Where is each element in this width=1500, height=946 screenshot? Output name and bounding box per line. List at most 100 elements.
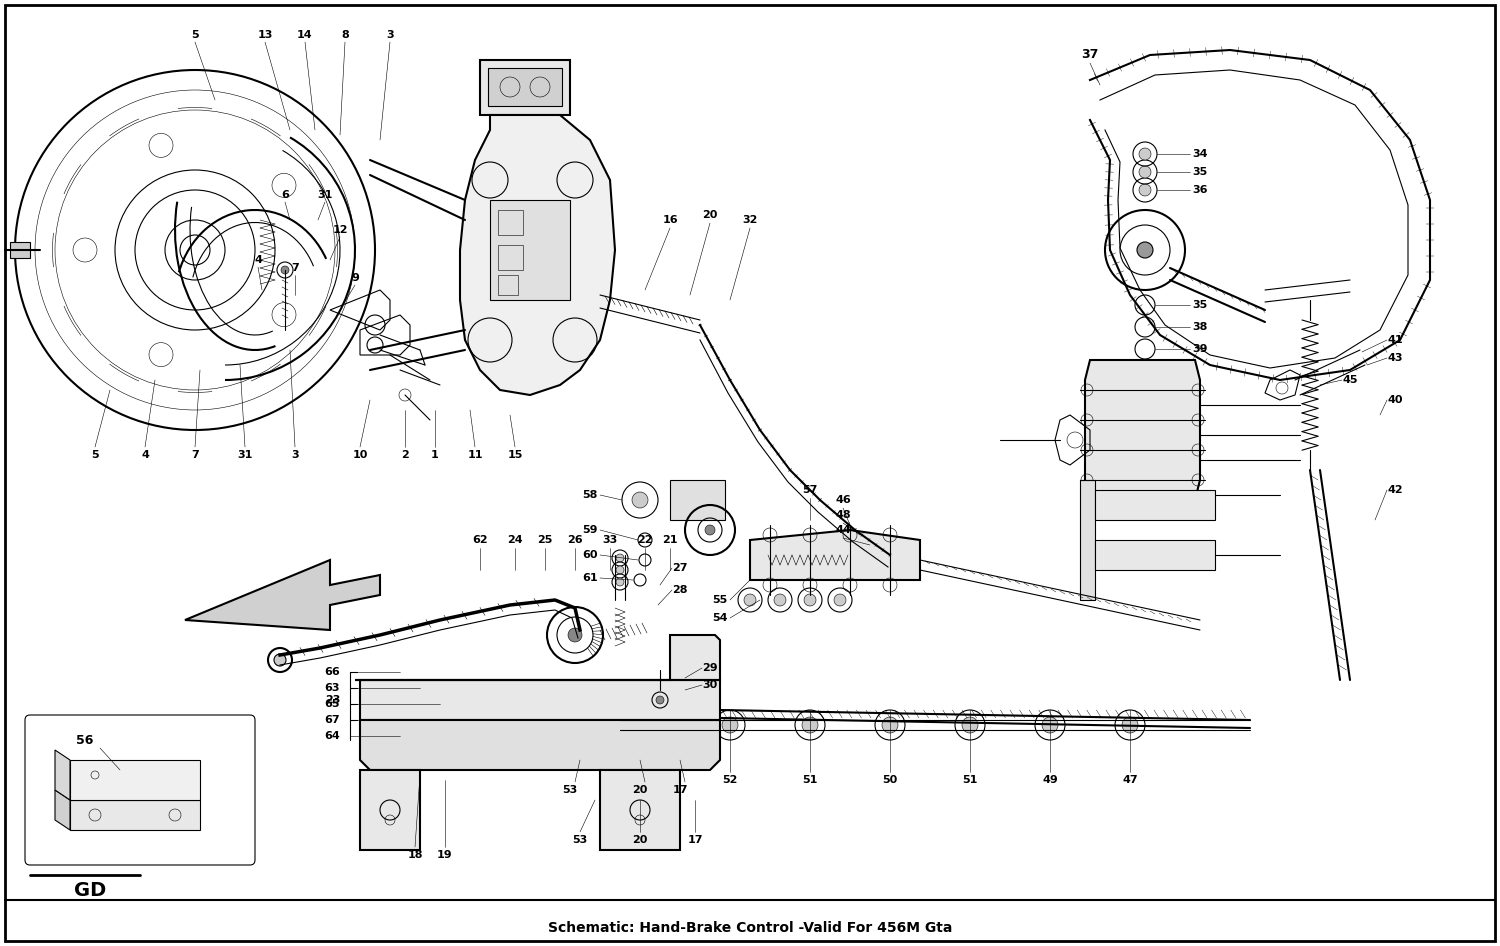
Text: 51: 51 [963, 775, 978, 785]
Text: 30: 30 [702, 680, 717, 690]
Circle shape [616, 554, 624, 562]
Text: 3: 3 [291, 450, 298, 460]
Text: 9: 9 [351, 273, 358, 283]
Text: 62: 62 [472, 535, 488, 545]
Text: 48: 48 [836, 510, 850, 520]
Text: 19: 19 [436, 850, 453, 860]
Text: 5: 5 [92, 450, 99, 460]
Text: 6: 6 [280, 190, 290, 200]
Text: 67: 67 [324, 715, 340, 725]
Text: 17: 17 [687, 835, 702, 845]
Text: 41: 41 [1388, 335, 1402, 345]
Text: 35: 35 [1192, 167, 1208, 177]
Text: 4: 4 [254, 255, 262, 265]
Polygon shape [70, 800, 200, 830]
Text: 24: 24 [507, 535, 524, 545]
Circle shape [774, 594, 786, 606]
Circle shape [632, 492, 648, 508]
Bar [10, 242, 30, 258]
Text: 15: 15 [507, 450, 522, 460]
Text: 44: 44 [836, 525, 850, 535]
Bar [498, 245, 523, 270]
Text: 65: 65 [324, 699, 340, 709]
Text: 52: 52 [723, 775, 738, 785]
Circle shape [705, 525, 716, 535]
Text: 51: 51 [802, 775, 818, 785]
Bar [1095, 540, 1215, 570]
Polygon shape [56, 750, 70, 800]
Text: 59: 59 [582, 525, 597, 535]
Text: 40: 40 [1388, 395, 1402, 405]
Text: 49: 49 [1042, 775, 1058, 785]
Circle shape [656, 696, 664, 704]
Text: 57: 57 [802, 485, 818, 495]
Bar [498, 210, 523, 235]
Circle shape [802, 717, 818, 733]
Text: 27: 27 [672, 563, 687, 573]
Circle shape [1138, 184, 1150, 196]
Text: 31: 31 [237, 450, 252, 460]
Text: 25: 25 [537, 535, 552, 545]
Text: 46: 46 [836, 495, 850, 505]
Circle shape [1138, 148, 1150, 160]
Text: 61: 61 [582, 573, 598, 583]
Bar [490, 200, 570, 300]
Text: 21: 21 [663, 535, 678, 545]
Text: 33: 33 [603, 535, 618, 545]
Text: 16: 16 [662, 215, 678, 225]
Text: 43: 43 [1388, 353, 1402, 363]
Text: 7: 7 [190, 450, 200, 460]
Text: 22: 22 [638, 535, 652, 545]
Circle shape [834, 594, 846, 606]
Polygon shape [1084, 360, 1200, 500]
Text: 42: 42 [1388, 485, 1402, 495]
Text: 20: 20 [633, 785, 648, 795]
Polygon shape [360, 720, 720, 770]
Text: 53: 53 [573, 835, 588, 845]
Bar [360, 770, 420, 850]
Bar [498, 275, 517, 295]
Circle shape [568, 628, 582, 642]
Text: 47: 47 [1122, 775, 1138, 785]
Text: 14: 14 [297, 30, 314, 40]
Text: 5: 5 [190, 30, 200, 40]
Circle shape [722, 717, 738, 733]
Text: 31: 31 [318, 190, 333, 200]
Bar [600, 770, 680, 850]
Bar [1080, 480, 1095, 600]
Text: 12: 12 [333, 225, 348, 235]
Text: Schematic: Hand-Brake Control -Valid For 456M Gta: Schematic: Hand-Brake Control -Valid For… [548, 921, 952, 935]
Text: 4: 4 [141, 450, 148, 460]
Text: 11: 11 [468, 450, 483, 460]
Polygon shape [460, 115, 615, 395]
Text: 13: 13 [258, 30, 273, 40]
Text: 26: 26 [567, 535, 584, 545]
Bar [670, 480, 724, 520]
Polygon shape [184, 560, 380, 630]
Text: 3: 3 [386, 30, 394, 40]
Text: 63: 63 [324, 683, 340, 693]
Circle shape [1138, 166, 1150, 178]
Text: GD: GD [74, 881, 106, 900]
Text: 35: 35 [1192, 300, 1208, 310]
Polygon shape [356, 635, 720, 720]
Bar [488, 68, 562, 106]
Text: 38: 38 [1192, 322, 1208, 332]
Text: 58: 58 [582, 490, 597, 500]
Text: 66: 66 [324, 667, 340, 677]
Circle shape [962, 717, 978, 733]
Circle shape [1042, 717, 1058, 733]
Text: 8: 8 [340, 30, 350, 40]
Text: 37: 37 [1082, 48, 1098, 61]
Text: 64: 64 [324, 731, 340, 741]
Text: 39: 39 [1192, 344, 1208, 354]
Text: 34: 34 [1192, 149, 1208, 159]
Text: 7: 7 [291, 263, 298, 273]
Text: 45: 45 [1342, 375, 1358, 385]
Circle shape [274, 654, 286, 666]
Circle shape [280, 266, 290, 274]
Text: 17: 17 [672, 785, 687, 795]
Text: 10: 10 [352, 450, 368, 460]
Text: 32: 32 [742, 215, 758, 225]
Text: 50: 50 [882, 775, 897, 785]
